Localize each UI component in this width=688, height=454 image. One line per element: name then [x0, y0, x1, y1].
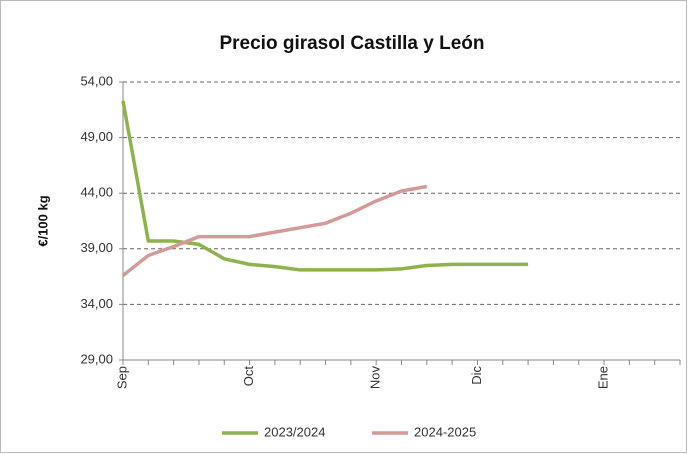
series-line: [121, 184, 428, 277]
x-tick-label: Ene: [595, 366, 610, 389]
y-tick-label: 29,00: [80, 351, 113, 366]
x-tick-label: Oct: [241, 366, 256, 387]
y-tick-label: 49,00: [80, 129, 113, 144]
y-axis-label: €/100 kg: [35, 195, 50, 246]
x-tick-label: Sep: [114, 366, 129, 389]
series-line: [121, 100, 529, 272]
legend-label: 2024-2025: [414, 424, 476, 439]
legend-label: 2023/2024: [264, 424, 325, 439]
y-tick-label: 39,00: [80, 240, 113, 255]
y-tick-label: 54,00: [80, 73, 113, 88]
x-tick-label: Nov: [368, 366, 383, 390]
x-tick-label: Dic: [469, 366, 484, 385]
y-tick-label: 34,00: [80, 296, 113, 311]
y-tick-label: 44,00: [80, 185, 113, 200]
chart-title: Precio girasol Castilla y León: [219, 33, 484, 54]
